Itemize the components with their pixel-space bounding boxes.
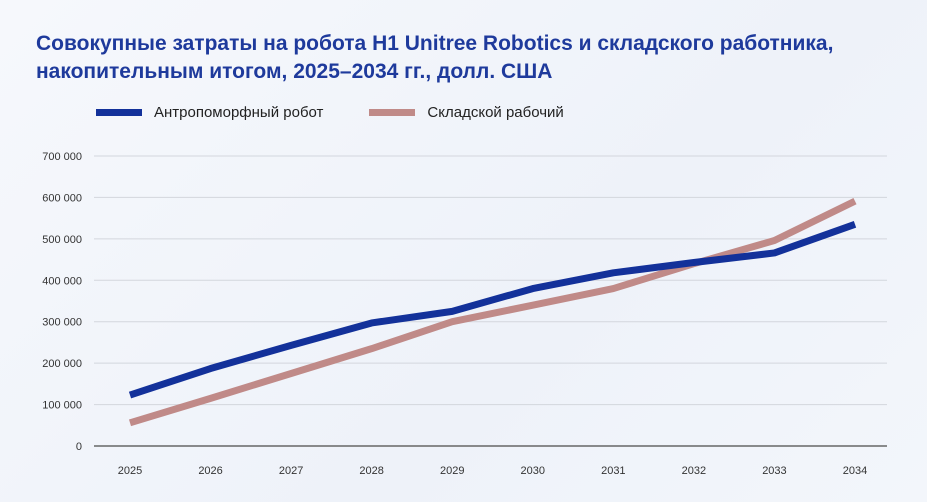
x-tick-label: 2033 xyxy=(762,465,786,477)
y-tick-label: 500 000 xyxy=(42,234,82,246)
x-tick-label: 2030 xyxy=(521,465,545,477)
y-tick-label: 300 000 xyxy=(42,317,82,329)
y-tick-label: 0 xyxy=(76,441,82,453)
legend-item-robot: Антропоморфный робот xyxy=(96,104,323,121)
legend-item-worker: Складской рабочий xyxy=(369,104,564,121)
legend-label-robot: Антропоморфный робот xyxy=(154,104,324,121)
y-tick-label: 200 000 xyxy=(42,358,82,370)
x-tick-label: 2031 xyxy=(601,465,625,477)
x-tick-label: 2028 xyxy=(359,465,383,477)
legend-label-worker: Складской рабочий xyxy=(427,104,564,121)
x-tick-label: 2027 xyxy=(279,465,303,477)
x-tick-label: 2032 xyxy=(682,465,706,477)
x-tick-label: 2026 xyxy=(198,465,222,477)
legend-swatch-robot xyxy=(96,109,142,116)
x-tick-label: 2025 xyxy=(118,465,142,477)
series-line-robot xyxy=(128,221,857,399)
legend-swatch-worker xyxy=(369,109,416,116)
x-tick-label: 2029 xyxy=(440,465,464,477)
y-tick-label: 400 000 xyxy=(42,275,82,287)
x-tick-label: 2034 xyxy=(843,465,867,477)
series-line-worker xyxy=(128,198,857,427)
y-tick-label: 700 000 xyxy=(42,151,82,163)
chart-title: Совокупные затраты на робота H1 Unitree … xyxy=(36,32,834,83)
y-tick-label: 100 000 xyxy=(42,400,82,412)
legend: Антропоморфный робот Складской рабочий xyxy=(96,104,610,121)
y-tick-label: 600 000 xyxy=(42,192,82,204)
